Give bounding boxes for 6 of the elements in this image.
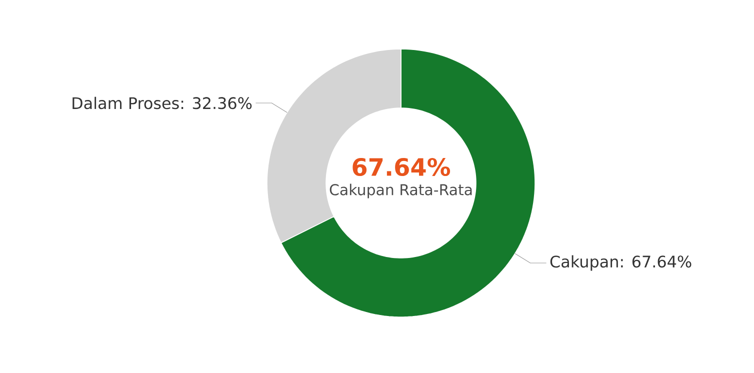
data-label: : 32.36% (181, 97, 252, 110)
data-label: : 67.64% (621, 256, 692, 268)
text: Cakupan Rata-Rata (330, 184, 472, 198)
slice-label: Dalam Proses (72, 96, 179, 110)
text: 67.64% (352, 158, 450, 176)
slice-label: Cakupan (550, 255, 618, 271)
